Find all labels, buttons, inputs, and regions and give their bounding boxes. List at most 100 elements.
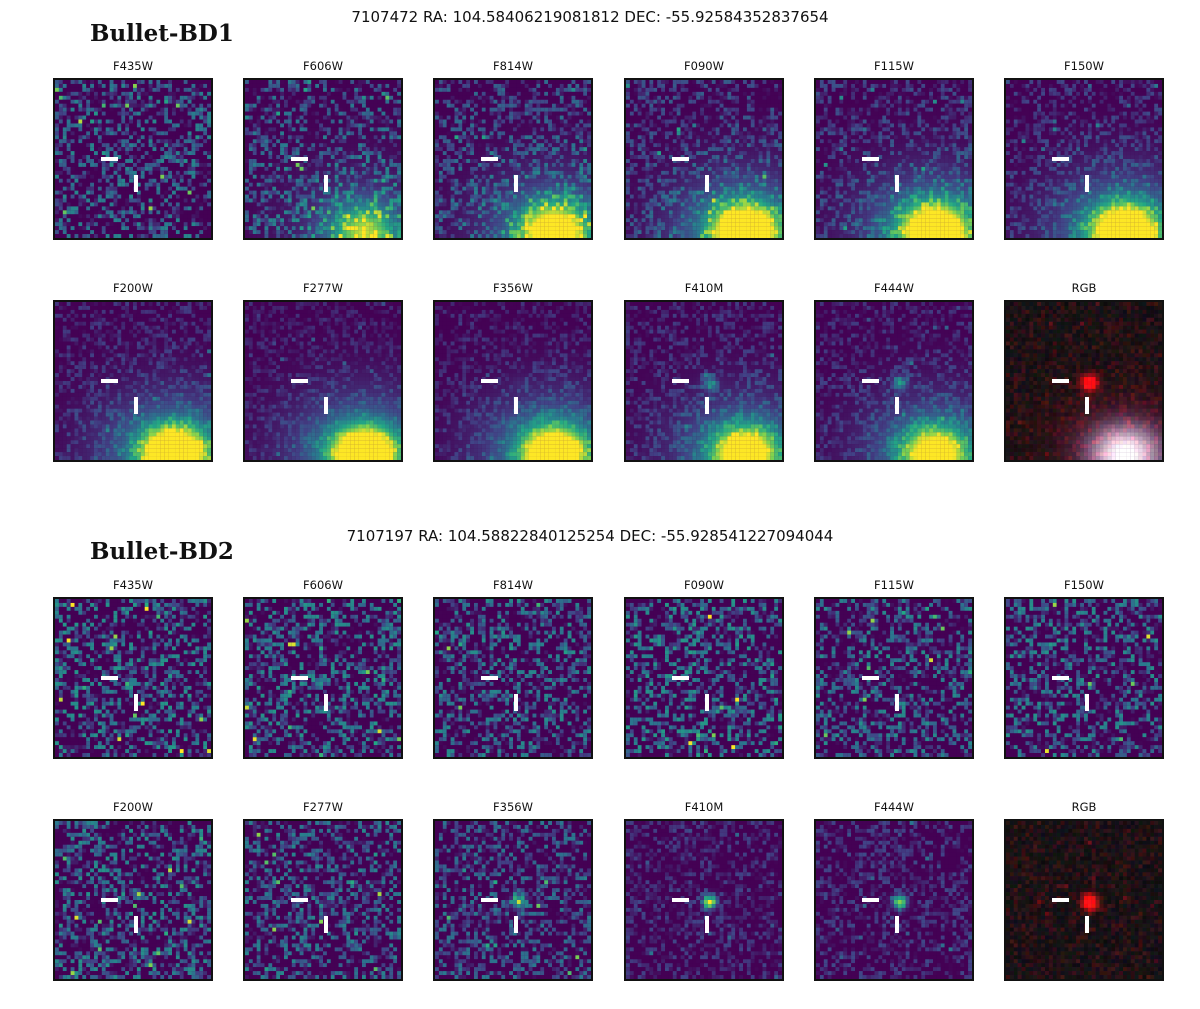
filter-label: F444W <box>814 799 974 815</box>
crosshair-vertical-tick <box>895 175 899 192</box>
cutout-frame <box>814 300 974 462</box>
cutout-frame <box>433 819 593 981</box>
crosshair-vertical-tick <box>514 694 518 711</box>
filter-label: F606W <box>243 577 403 593</box>
crosshair-vertical-tick <box>1085 916 1089 933</box>
cutout-frame <box>53 300 213 462</box>
crosshair-horizontal-tick <box>481 676 498 680</box>
cutout-frame <box>1004 78 1164 240</box>
cutout-panel-f356w: F356W <box>433 799 593 981</box>
cutout-image <box>1006 821 1162 979</box>
cutout-panel-f814w: F814W <box>433 58 593 240</box>
crosshair-horizontal-tick <box>1052 157 1069 161</box>
crosshair-vertical-tick <box>134 397 138 414</box>
cutout-image <box>435 599 591 757</box>
crosshair-vertical-tick <box>514 916 518 933</box>
filter-label: F356W <box>433 280 593 296</box>
cutout-panel-f090w: F090W <box>624 58 784 240</box>
cutout-panel-rgb: RGB <box>1004 799 1164 981</box>
crosshair-vertical-tick <box>895 397 899 414</box>
cutout-panel-f090w: F090W <box>624 577 784 759</box>
crosshair-vertical-tick <box>705 916 709 933</box>
crosshair-vertical-tick <box>324 916 328 933</box>
crosshair-horizontal-tick <box>481 157 498 161</box>
cutout-image <box>626 80 782 238</box>
cutout-frame <box>624 819 784 981</box>
filter-label: F090W <box>624 58 784 74</box>
crosshair-horizontal-tick <box>672 898 689 902</box>
crosshair-horizontal-tick <box>101 898 118 902</box>
cutout-frame <box>814 819 974 981</box>
cutout-panel-f606w: F606W <box>243 58 403 240</box>
cutout-image <box>55 821 211 979</box>
crosshair-vertical-tick <box>134 175 138 192</box>
cutout-image <box>626 599 782 757</box>
crosshair-horizontal-tick <box>862 379 879 383</box>
cutout-frame <box>624 597 784 759</box>
cutout-panel-f410m: F410M <box>624 280 784 462</box>
crosshair-horizontal-tick <box>1052 676 1069 680</box>
cutout-frame <box>624 300 784 462</box>
crosshair-vertical-tick <box>705 397 709 414</box>
cutout-frame <box>1004 819 1164 981</box>
cutout-panel-rgb: RGB <box>1004 280 1164 462</box>
filter-label: F410M <box>624 799 784 815</box>
crosshair-vertical-tick <box>705 694 709 711</box>
cutout-panel-f150w: F150W <box>1004 58 1164 240</box>
crosshair-horizontal-tick <box>291 157 308 161</box>
filter-label: F606W <box>243 58 403 74</box>
cutout-image <box>1006 599 1162 757</box>
filter-label: F435W <box>53 58 213 74</box>
cutout-frame <box>433 78 593 240</box>
cutout-image <box>435 302 591 460</box>
cutout-image <box>55 80 211 238</box>
cutout-frame <box>433 300 593 462</box>
cutout-panel-f277w: F277W <box>243 799 403 981</box>
cutout-image <box>816 80 972 238</box>
cutout-frame <box>53 819 213 981</box>
cutout-panel-f814w: F814W <box>433 577 593 759</box>
cutout-image <box>245 302 401 460</box>
crosshair-horizontal-tick <box>291 676 308 680</box>
cutout-image <box>55 302 211 460</box>
cutout-panel-f277w: F277W <box>243 280 403 462</box>
crosshair-vertical-tick <box>1085 694 1089 711</box>
cutout-frame <box>624 78 784 240</box>
filter-label: F277W <box>243 799 403 815</box>
crosshair-horizontal-tick <box>862 898 879 902</box>
block-title-bd1: Bullet-BD1 <box>90 20 234 47</box>
cutout-frame <box>1004 300 1164 462</box>
cutout-frame <box>814 78 974 240</box>
cutout-panel-f444w: F444W <box>814 799 974 981</box>
crosshair-vertical-tick <box>895 694 899 711</box>
crosshair-vertical-tick <box>1085 397 1089 414</box>
crosshair-horizontal-tick <box>672 676 689 680</box>
filter-label: F150W <box>1004 58 1164 74</box>
cutout-image <box>435 821 591 979</box>
crosshair-vertical-tick <box>514 397 518 414</box>
block-header-bd2: 7107197 RA: 104.58822840125254 DEC: -55.… <box>0 527 1180 545</box>
filter-label: F435W <box>53 577 213 593</box>
filter-label: F814W <box>433 58 593 74</box>
filter-label: F410M <box>624 280 784 296</box>
crosshair-horizontal-tick <box>862 676 879 680</box>
cutout-image <box>626 302 782 460</box>
filter-label: F356W <box>433 799 593 815</box>
crosshair-vertical-tick <box>134 694 138 711</box>
crosshair-horizontal-tick <box>481 379 498 383</box>
cutout-image <box>816 302 972 460</box>
crosshair-horizontal-tick <box>101 157 118 161</box>
crosshair-horizontal-tick <box>101 676 118 680</box>
cutout-frame <box>243 78 403 240</box>
cutout-image <box>245 821 401 979</box>
filter-label: F200W <box>53 280 213 296</box>
crosshair-horizontal-tick <box>481 898 498 902</box>
crosshair-horizontal-tick <box>101 379 118 383</box>
crosshair-vertical-tick <box>1085 175 1089 192</box>
filter-label: F150W <box>1004 577 1164 593</box>
cutout-panel-f606w: F606W <box>243 577 403 759</box>
crosshair-horizontal-tick <box>291 898 308 902</box>
cutout-panel-f200w: F200W <box>53 799 213 981</box>
crosshair-horizontal-tick <box>672 379 689 383</box>
cutout-panel-f115w: F115W <box>814 577 974 759</box>
